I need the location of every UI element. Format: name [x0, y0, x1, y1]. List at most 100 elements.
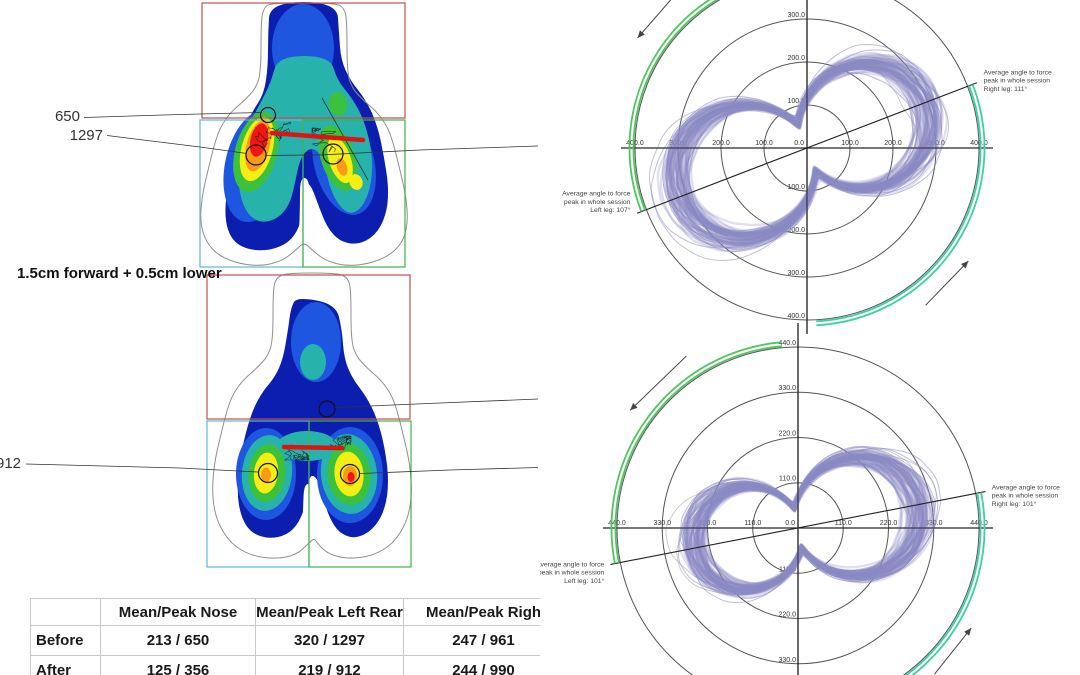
table-header-left-rear: Mean/Peak Left Rear	[256, 599, 404, 626]
svg-text:0.0: 0.0	[785, 520, 795, 527]
callout-line-right-rear	[264, 145, 539, 156]
heat-zone	[300, 344, 326, 380]
svg-text:300.0: 300.0	[927, 140, 945, 147]
rotation-arrow-ccw-bottomright	[925, 260, 969, 306]
table-cell-before-nose: 213 / 650	[101, 626, 256, 656]
svg-text:200.0: 200.0	[787, 55, 805, 62]
svg-text:200.0: 200.0	[712, 140, 730, 147]
svg-text:330.0: 330.0	[925, 520, 943, 527]
before-polar-plot: 100.0 100.0 100.0 100.0 200.0 200.0 200.0 200.0…	[562, 0, 1052, 334]
svg-text:110.0: 110.0	[744, 520, 761, 527]
crotch-relief-gap	[299, 484, 323, 566]
callout-line-right-rear	[359, 467, 539, 474]
svg-text:400.0: 400.0	[626, 140, 644, 147]
callout-line-nose	[334, 398, 539, 408]
svg-text:440.0: 440.0	[778, 340, 796, 347]
annotation-left-leg: Average angle to force peak in whole sess…	[540, 562, 605, 585]
center-of-pressure-scribble	[329, 435, 352, 451]
svg-text:330.0: 330.0	[653, 520, 671, 527]
rotation-arrow-ccw-topleft	[637, 0, 672, 39]
nose-marker	[318, 400, 336, 418]
heat-zone	[349, 174, 363, 190]
svg-text:300.0: 300.0	[787, 12, 805, 19]
callout-line-650	[83, 112, 262, 118]
annotation-right-leg: Average angle to force peak in whole sess…	[984, 69, 1052, 92]
pressure-maps-canvas: 650 1297 912	[0, 2, 539, 568]
heat-zone	[347, 472, 355, 482]
table-cell-after-left-rear: 219 / 912	[256, 656, 404, 675]
sitbone-marker-left	[245, 144, 267, 166]
adjustment-note: 1.5cm forward + 0.5cm lower	[17, 265, 222, 282]
table-cell-after-right-rear: 244 / 990	[404, 656, 540, 675]
table-cell-after-nose: 125 / 356	[101, 656, 256, 675]
heat-zone	[261, 467, 271, 483]
heat-zone	[336, 158, 348, 176]
svg-text:220.0: 220.0	[880, 520, 898, 527]
sitbone-marker-left	[257, 462, 279, 484]
zone-box-right-rear	[302, 119, 406, 268]
svg-text:400.0: 400.0	[970, 140, 988, 147]
table-cell-before-right-rear: 247 / 961	[404, 626, 540, 656]
center-of-pressure-scribble	[283, 444, 310, 461]
svg-text:300.0: 300.0	[787, 270, 805, 277]
svg-text:0.0: 0.0	[794, 140, 804, 147]
svg-text:100.0: 100.0	[787, 98, 805, 105]
svg-text:440.0: 440.0	[970, 520, 988, 527]
peak-label-nose-before: 650	[55, 108, 80, 125]
after-pressure-map	[25, 272, 539, 568]
peak-marker-line	[269, 130, 366, 143]
rotation-arrow-ccw-topleft	[629, 355, 687, 411]
svg-text:110.0: 110.0	[779, 476, 796, 483]
force-trace	[648, 44, 950, 261]
polar-plots-canvas: 100.0 100.0 100.0 100.0 200.0 200.0 200.0 200.0…	[540, 0, 1060, 675]
peak-label-left-rear-after: 912	[0, 455, 21, 472]
center-of-pressure-scribble	[311, 127, 337, 153]
power-phase-arc-right	[904, 492, 986, 675]
callout-line-1297	[106, 135, 248, 154]
svg-text:330.0: 330.0	[778, 385, 796, 392]
svg-text:220.0: 220.0	[699, 520, 717, 527]
svg-text:400.0: 400.0	[787, 313, 805, 320]
table-row-label-before: Before	[31, 626, 101, 656]
zone-box-right-rear	[308, 420, 412, 568]
svg-text:100.0: 100.0	[841, 140, 859, 147]
peak-marker-line	[281, 444, 345, 451]
avg-angle-line	[636, 82, 978, 214]
svg-text:440.0: 440.0	[608, 520, 626, 527]
svg-text:200.0: 200.0	[787, 227, 805, 234]
zone-box-nose	[201, 2, 406, 119]
sitbone-marker-right	[339, 463, 361, 485]
power-phase-arc-left	[628, 0, 719, 212]
svg-text:220.0: 220.0	[778, 612, 796, 619]
svg-text:220.0: 220.0	[778, 430, 796, 437]
callout-line-912	[25, 463, 259, 473]
table-header-nose: Mean/Peak Nose	[101, 599, 256, 626]
table-header-right-rear: Mean/Peak Right Rear	[404, 599, 540, 626]
svg-text:100.0: 100.0	[787, 184, 805, 191]
svg-text:330.0: 330.0	[778, 657, 796, 664]
power-phase-arc-right	[816, 84, 986, 327]
svg-text:110.0: 110.0	[835, 520, 852, 527]
rotation-arrow-ccw-bottomright	[934, 627, 972, 675]
right-panel: 100.0 100.0 100.0 100.0 200.0 200.0 200.0 200.0…	[540, 0, 1080, 675]
pressure-summary-table: Mean/Peak Nose Mean/Peak Left Rear Mean/…	[30, 598, 540, 675]
table-row-label-after: After	[31, 656, 101, 675]
table-header-empty	[31, 599, 101, 626]
zone-box-nose	[206, 274, 411, 420]
table-cell-before-left-rear: 320 / 1297	[256, 626, 404, 656]
before-pressure-map	[83, 2, 539, 268]
svg-text:200.0: 200.0	[884, 140, 902, 147]
saddle-outline	[212, 272, 412, 559]
annotation-left-leg: Average angle to force peak in whole sess…	[562, 191, 631, 214]
nose-marker	[259, 106, 277, 124]
left-panel: 650 1297 912 1.5cm forward + 0.5cm lower…	[0, 2, 540, 675]
svg-text:100.0: 100.0	[755, 140, 773, 147]
heat-zone	[328, 92, 348, 116]
force-trace	[665, 445, 941, 604]
